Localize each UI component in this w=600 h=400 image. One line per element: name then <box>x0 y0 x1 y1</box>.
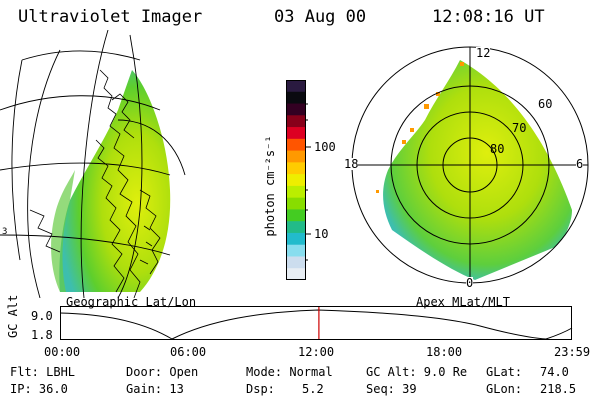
colorbar-tick-100: 100 <box>314 140 336 154</box>
info-mode: Mode: Normal <box>246 365 333 379</box>
coastlines <box>29 69 161 298</box>
colorbar-segment <box>286 197 306 211</box>
timeline-axis-label: GC Alt <box>6 294 20 338</box>
info-glat-value: 74.0 <box>540 365 569 379</box>
colorbar-segment <box>286 232 306 246</box>
apex-label: Apex MLat/MLT <box>416 295 510 309</box>
timeline-plot <box>60 306 573 340</box>
colorbar-segment <box>286 185 306 199</box>
colorbar-segment <box>286 162 306 175</box>
info-door: Door: Open <box>126 365 199 379</box>
colorbar-segment <box>286 209 306 222</box>
mlt-label-12: 12 <box>476 46 491 60</box>
mlat-label-70: 70 <box>512 121 527 135</box>
info-glon-value: 218.5 <box>540 382 577 396</box>
altitude-curve <box>60 309 573 340</box>
colorbar-segment <box>286 91 306 105</box>
date-label: 03 Aug 00 <box>274 7 367 27</box>
geo-edge-tick: 3 <box>2 227 7 237</box>
info-dsp-label: Dsp: <box>246 382 275 396</box>
timeline-ytick-max: 9.0 <box>31 309 53 323</box>
mlt-label-18: 18 <box>344 157 359 171</box>
info-dsp-value: 5.2 <box>302 382 324 396</box>
polar-plot <box>351 46 589 284</box>
colorbar-segment <box>286 221 306 234</box>
info-ip: IP: 36.0 <box>10 382 68 396</box>
info-seq: Seq: 39 <box>366 382 417 396</box>
instrument-title: Ultraviolet Imager <box>18 7 203 27</box>
geographic-label: Geographic Lat/Lon <box>66 295 197 309</box>
aurora-hotspots <box>376 62 464 193</box>
timeline-xtick-1800: 18:00 <box>426 345 463 359</box>
aurora-polar-region <box>383 60 572 280</box>
aurora-geo-fringe <box>51 170 75 292</box>
colorbar-segment <box>286 244 306 258</box>
colorbar-segment <box>286 268 306 280</box>
timeline-xtick-0600: 06:00 <box>170 345 207 359</box>
mlat-label-60: 60 <box>538 97 553 111</box>
timeline-ytick-min: 1.8 <box>31 328 53 342</box>
time-label: 12:08:16 UT <box>432 7 545 27</box>
info-glon-label: GLon: <box>486 382 523 396</box>
timeline-xtick-2359: 23:59 <box>554 345 591 359</box>
timeline-xtick-0000: 00:00 <box>44 345 81 359</box>
info-gc-alt: GC Alt: 9.0 Re <box>366 365 468 379</box>
info-flt: Flt: LBHL <box>10 365 76 379</box>
colorbar-segment <box>286 256 306 269</box>
info-glat-label: GLat: <box>486 365 523 379</box>
mlat-label-80: 80 <box>490 142 505 156</box>
colorbar-ticks <box>305 103 311 261</box>
aurora-geo-region <box>59 70 171 292</box>
colorbar-frame <box>286 80 306 280</box>
colorbar-unit-label: photon cm⁻²s⁻¹ <box>263 135 277 237</box>
colorbar-segment <box>286 138 306 152</box>
colorbar-segment <box>286 115 306 128</box>
geographic-map: 3 <box>0 30 186 298</box>
timeline-frame <box>60 306 572 340</box>
colorbar-scale <box>286 80 306 280</box>
mlt-label-6: 6 <box>576 157 584 171</box>
colorbar-segment <box>286 80 306 93</box>
info-gain: Gain: 13 <box>126 382 184 396</box>
colorbar-segment <box>286 103 306 116</box>
colorbar-tick-10: 10 <box>314 227 329 241</box>
timeline-xtick-1200: 12:00 <box>298 345 335 359</box>
colorbar-segment <box>286 150 306 163</box>
geo-grid <box>0 30 186 298</box>
colorbar-segment <box>286 174 306 187</box>
mlt-label-0: 0 <box>466 276 474 290</box>
colorbar-segment <box>286 127 306 140</box>
